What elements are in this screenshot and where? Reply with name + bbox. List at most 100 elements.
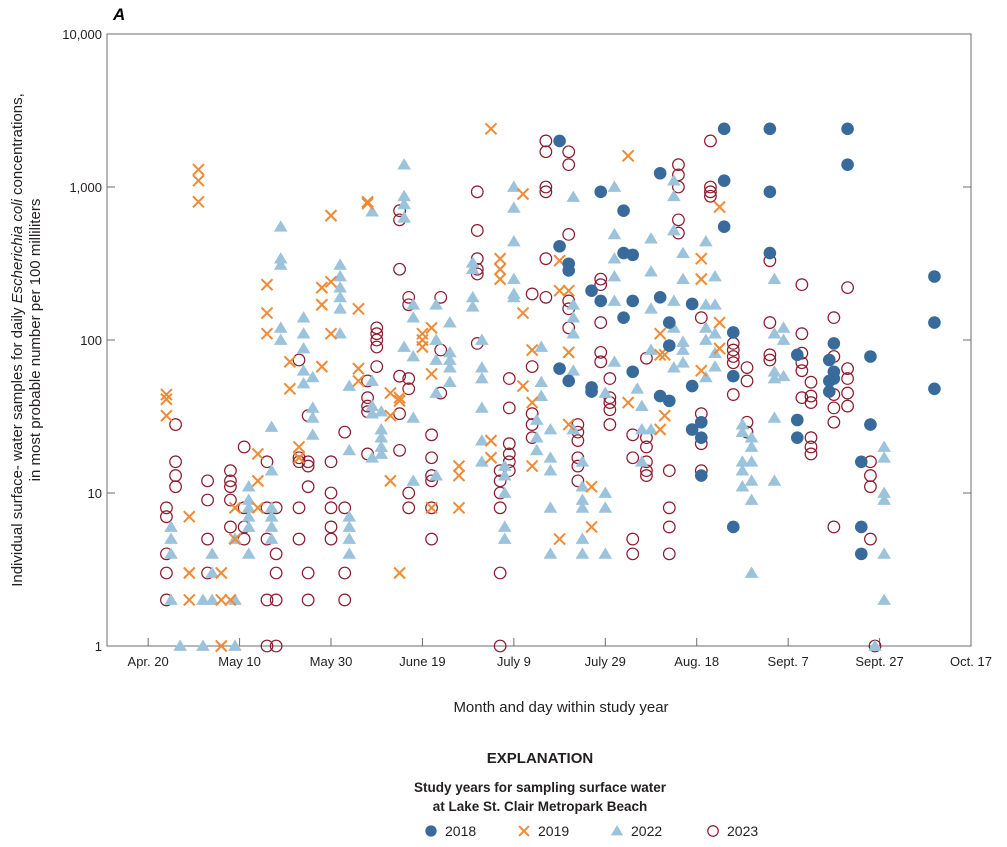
- point-2022: [744, 431, 759, 443]
- point-2022: [475, 372, 489, 384]
- point-2022: [443, 345, 457, 358]
- point-2023: [841, 372, 854, 385]
- point-2023: [237, 440, 251, 454]
- point-2018: [790, 413, 804, 427]
- point-2019: [713, 200, 726, 214]
- point-2022: [598, 501, 613, 513]
- point-2019: [695, 272, 708, 286]
- point-2023: [704, 134, 717, 148]
- point-2022: [241, 520, 256, 532]
- point-2019: [361, 197, 374, 210]
- point-2023: [827, 401, 841, 415]
- point-2023: [425, 474, 438, 488]
- point-2022: [365, 399, 379, 411]
- point-2022: [735, 425, 750, 437]
- point-2019: [585, 520, 598, 534]
- point-2018: [685, 297, 699, 311]
- point-2023: [393, 262, 406, 276]
- point-2022: [699, 235, 713, 247]
- point-2019: [251, 474, 265, 488]
- point-2022: [644, 343, 658, 355]
- point-2023: [571, 474, 585, 488]
- point-2022: [575, 493, 590, 505]
- x-tick-label: May 30: [310, 654, 353, 669]
- point-2023: [626, 451, 640, 465]
- point-2023: [502, 447, 516, 461]
- point-2019: [553, 532, 566, 546]
- point-2022: [644, 265, 658, 277]
- point-2022: [273, 252, 288, 264]
- point-2023: [827, 311, 841, 325]
- point-2022: [676, 246, 690, 258]
- point-2023: [425, 532, 438, 546]
- point-2022: [607, 180, 622, 192]
- point-2022: [699, 298, 713, 310]
- point-2022: [667, 294, 681, 306]
- point-2022: [644, 232, 658, 244]
- point-2022: [877, 440, 891, 452]
- point-2023: [672, 180, 685, 194]
- y-axis-title: Individual surface- water samples for da…: [9, 93, 44, 587]
- x-tick-label: Aug. 18: [674, 654, 719, 669]
- point-2023: [726, 388, 740, 401]
- point-2022: [264, 501, 279, 513]
- point-2023: [841, 386, 854, 400]
- point-2022: [465, 256, 480, 268]
- point-2023: [470, 185, 484, 199]
- point-2023: [502, 401, 516, 415]
- point-2022: [699, 333, 713, 345]
- legend: EXPLANATION Study years for sampling sur…: [414, 750, 758, 839]
- point-2022: [305, 428, 320, 440]
- point-2022: [543, 451, 558, 463]
- point-2022: [534, 375, 549, 388]
- point-2022: [598, 386, 613, 398]
- panel-label: A: [112, 5, 125, 24]
- point-2018: [841, 122, 854, 136]
- point-2019: [283, 382, 297, 395]
- point-2022: [676, 343, 690, 355]
- point-2023: [603, 372, 617, 385]
- point-2022: [735, 418, 750, 430]
- point-2022: [406, 474, 421, 486]
- point-2018: [726, 520, 740, 534]
- point-2022: [164, 532, 178, 544]
- point-2023: [525, 360, 539, 374]
- point-2023: [562, 227, 576, 241]
- point-2022: [877, 593, 891, 605]
- point-2023: [224, 520, 237, 534]
- point-2018: [854, 520, 868, 534]
- point-2022: [333, 258, 347, 270]
- point-2022: [543, 423, 558, 435]
- point-2023: [370, 360, 384, 374]
- point-2022: [767, 327, 782, 339]
- point-2023: [269, 639, 283, 653]
- point-2019: [452, 469, 466, 482]
- point-2019: [192, 195, 205, 209]
- point-2022: [507, 201, 521, 213]
- point-2019: [160, 393, 173, 406]
- point-2023: [795, 364, 809, 378]
- point-2019: [283, 355, 297, 369]
- point-2023: [393, 204, 406, 218]
- point-2022: [342, 379, 357, 391]
- point-2022: [429, 386, 443, 398]
- point-2023: [795, 327, 809, 341]
- point-2018: [726, 369, 740, 383]
- point-2022: [333, 290, 347, 303]
- x-tick-label: Sept. 7: [768, 654, 809, 669]
- y-tick-label: 100: [80, 333, 102, 348]
- point-2022: [877, 486, 891, 498]
- point-2022: [877, 493, 891, 505]
- point-2018: [726, 326, 740, 339]
- point-2023: [539, 290, 553, 304]
- point-2023: [804, 447, 818, 461]
- point-2019: [352, 374, 365, 388]
- point-2022: [397, 197, 411, 210]
- point-2019: [695, 252, 708, 265]
- point-2023: [502, 372, 516, 385]
- point-2019: [713, 316, 726, 329]
- point-2022: [644, 302, 658, 314]
- point-2023: [493, 639, 507, 653]
- point-2019: [315, 281, 329, 294]
- point-2018: [653, 291, 667, 304]
